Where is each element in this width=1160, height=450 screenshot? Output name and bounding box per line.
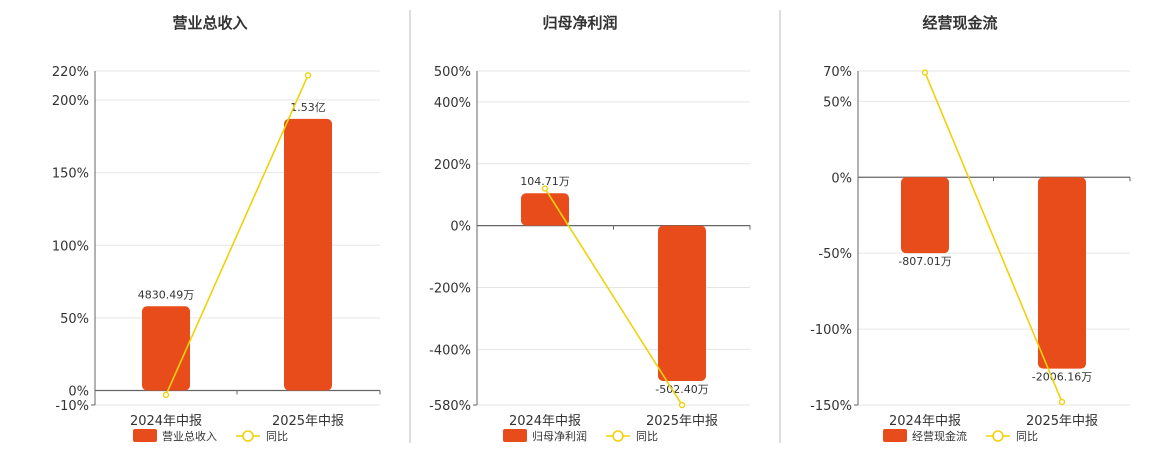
chart-title: 营业总收入 <box>172 14 247 32</box>
bar <box>1038 177 1086 369</box>
legend-line-label: 同比 <box>266 430 288 443</box>
bar <box>901 177 949 254</box>
yoy-point <box>162 391 170 399</box>
y-tick-label: 100% <box>52 239 89 254</box>
bar-data-label: 1.53亿 <box>290 101 326 114</box>
y-tick-label: 50% <box>60 312 89 327</box>
x-tick-label: 2024年中报 <box>889 414 961 429</box>
yoy-point <box>541 185 549 192</box>
bar <box>658 225 706 382</box>
x-tick-label: 2025年中报 <box>1026 414 1098 429</box>
bar-data-label: 104.71万 <box>520 175 570 188</box>
y-tick-label: 150% <box>52 167 89 182</box>
y-tick-label: 220% <box>52 65 89 80</box>
yoy-point <box>1058 398 1066 406</box>
x-tick-label: 2024年中报 <box>130 414 202 429</box>
bar-data-label: -502.40万 <box>655 383 708 396</box>
y-tick-label: 0% <box>831 171 852 186</box>
y-tick-label: 0% <box>68 384 89 399</box>
y-tick-label: 500% <box>434 65 471 80</box>
y-tick-label: -150% <box>810 399 852 414</box>
y-tick-label: 200% <box>434 158 471 173</box>
y-tick-label: 200% <box>52 94 89 109</box>
bar <box>142 306 190 391</box>
legend-line-marker <box>992 430 1004 442</box>
legend-bar-label: 营业总收入 <box>162 429 217 443</box>
yoy-line <box>544 188 683 406</box>
bar-data-label: -807.01万 <box>898 255 951 268</box>
y-tick-label: 50% <box>823 95 852 110</box>
y-tick-label: 0% <box>450 220 471 235</box>
yoy-point <box>921 69 929 76</box>
y-tick-label: -580% <box>429 399 471 414</box>
x-tick-label: 2025年中报 <box>272 414 344 429</box>
chart-panel-1: 营业总收入 220% 200% 150% 100% 50% 0%-10% 2024年中报 202… <box>52 14 381 443</box>
legend-line-label: 同比 <box>636 430 658 443</box>
legend-line-marker <box>612 430 624 442</box>
chart-title: 经营现金流 <box>922 14 997 32</box>
y-tick-label: 70% <box>823 65 852 80</box>
bar <box>521 193 569 226</box>
y-tick-label: -200% <box>429 281 471 296</box>
bar <box>284 118 332 391</box>
legend-bar-swatch <box>133 429 157 442</box>
y-tick-label: -10% <box>55 399 89 414</box>
yoy-line <box>165 75 309 396</box>
y-tick-label: -100% <box>810 323 852 338</box>
y-tick-label: 400% <box>434 96 471 111</box>
chart-panel-2: 归母净利润 500% 400% 200% 0% -200% -400% -580% 2024年中… <box>429 14 751 443</box>
legend-bar-swatch <box>883 429 907 442</box>
bar-data-label: -2006.16万 <box>1032 371 1092 384</box>
chart-title: 归母净利润 <box>542 14 617 32</box>
legend-line-marker <box>242 430 254 442</box>
legend-bar-label: 经营现金流 <box>912 429 967 443</box>
y-tick-label: -400% <box>429 343 471 358</box>
yoy-line <box>924 72 1063 403</box>
x-tick-label: 2024年中报 <box>509 414 581 429</box>
legend-line-label: 同比 <box>1016 430 1038 443</box>
yoy-point <box>678 401 686 409</box>
legend-bar-label: 归母净利润 <box>532 429 587 443</box>
bar-data-label: 4830.49万 <box>138 288 195 301</box>
chart-panel-3: 经营现金流 70% 50% 0% -50% -100% -150% 2024年中报 2025年中… <box>810 14 1131 443</box>
x-tick-label: 2025年中报 <box>646 414 718 429</box>
yoy-point <box>304 72 312 79</box>
legend-bar-swatch <box>503 429 527 442</box>
y-tick-label: -50% <box>818 247 852 262</box>
